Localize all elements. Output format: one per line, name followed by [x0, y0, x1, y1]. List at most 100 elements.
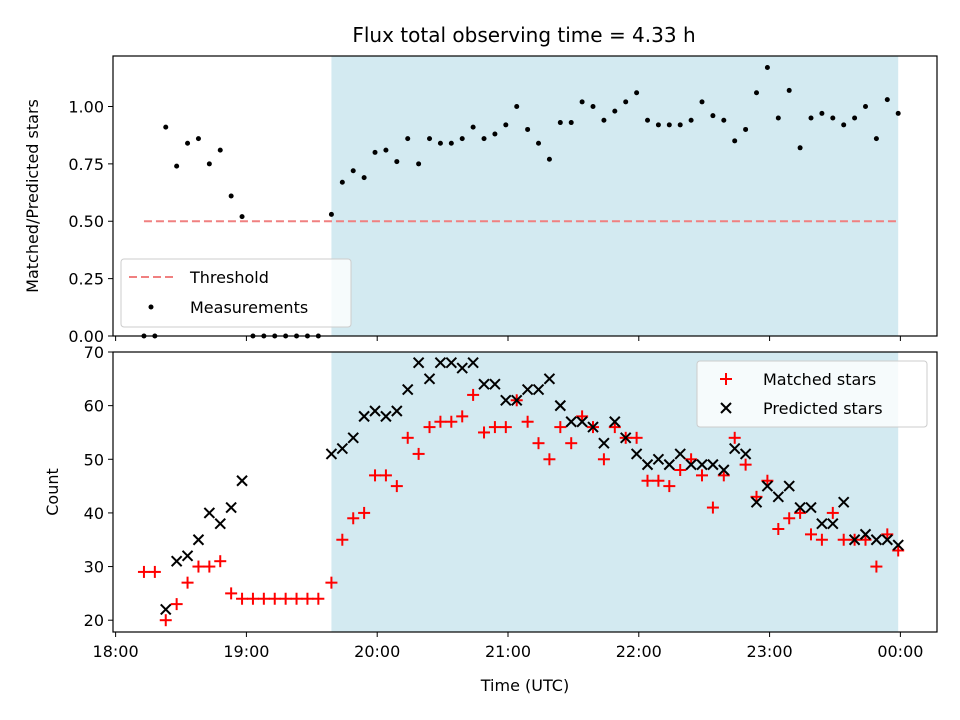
- measurement-point: [503, 122, 509, 128]
- measurement-point: [557, 120, 563, 126]
- predicted-star-point: [761, 480, 774, 492]
- predicted-star-point: [467, 357, 479, 369]
- matched-star-point: [499, 421, 512, 434]
- matched-star-point: [412, 447, 425, 460]
- y-tick-label: 0.00: [68, 327, 104, 346]
- predicted-star-point: [236, 475, 248, 487]
- measurement-point: [710, 113, 716, 119]
- predicted-star-point: [837, 496, 850, 508]
- predicted-star-point: [192, 534, 205, 546]
- x-tick-label: 20:00: [354, 642, 400, 661]
- measurement-point: [405, 136, 411, 142]
- matched-star-point: [279, 592, 292, 605]
- matched-star-point: [597, 453, 610, 466]
- predicted-star-point: [358, 410, 370, 423]
- x-axis-label: Time (UTC): [480, 676, 569, 695]
- matched-star-point: [358, 506, 371, 519]
- predicted-stars-points: [160, 357, 904, 616]
- measurement-point: [699, 99, 705, 105]
- x-tick-label: 23:00: [747, 642, 793, 661]
- legend-threshold-label: Threshold: [189, 268, 269, 287]
- y-tick-label: 0.75: [68, 155, 104, 174]
- predicted-star-point: [521, 383, 534, 396]
- x-tick-label: 18:00: [93, 642, 139, 661]
- matched-star-point: [225, 587, 238, 600]
- measurement-point: [612, 108, 618, 114]
- matched-star-point: [203, 560, 216, 573]
- bottom-y-axis-label: Count: [43, 468, 62, 516]
- measurement-point: [721, 117, 727, 123]
- matched-star-point: [696, 469, 709, 482]
- matched-star-point: [663, 480, 676, 493]
- predicted-star-point: [827, 517, 839, 530]
- predicted-star-point: [456, 362, 468, 374]
- predicted-star-point: [848, 534, 861, 546]
- matched-star-point: [652, 474, 665, 487]
- predicted-star-point: [423, 373, 436, 385]
- legend-predicted-swatch: [720, 402, 732, 414]
- predicted-star-point: [620, 432, 632, 444]
- predicted-star-point: [641, 458, 654, 471]
- bottom-panel: 20 30 40 50 60 70 18:00 19:00 20:00 21:00 22:00 23…: [43, 343, 938, 695]
- measurement-point: [383, 147, 389, 153]
- measurement-point: [470, 124, 476, 130]
- matched-star-point: [301, 592, 314, 605]
- measurement-point: [786, 87, 792, 93]
- predicted-star-point: [587, 421, 599, 433]
- y-tick-label: 0.25: [68, 270, 104, 289]
- measurement-point: [372, 149, 378, 155]
- predicted-star-point: [685, 458, 697, 471]
- predicted-star-point: [805, 501, 817, 514]
- matched-star-point: [379, 469, 392, 482]
- matched-star-point: [532, 437, 545, 450]
- matched-star-point: [445, 415, 458, 428]
- predicted-star-point: [402, 383, 414, 396]
- measurement-point: [174, 163, 180, 169]
- top-x-axis: [115, 336, 901, 341]
- bottom-legend: Matched stars Predicted stars: [696, 360, 928, 428]
- top-legend: Threshold Measurements: [120, 258, 352, 328]
- bottom-y-axis: 20 30 40 50 60 70: [84, 343, 113, 630]
- predicted-star-point: [391, 405, 403, 417]
- matched-star-point: [870, 560, 883, 573]
- predicted-star-point: [707, 458, 719, 471]
- matched-star-point: [783, 512, 796, 525]
- predicted-star-point: [816, 517, 828, 530]
- y-tick-label: 40: [84, 504, 104, 523]
- matched-star-point: [246, 592, 259, 605]
- matched-star-point: [488, 421, 501, 434]
- matched-star-point: [268, 592, 281, 605]
- top-y-axis-label: Matched/Predicted stars: [23, 99, 42, 293]
- predicted-star-point: [663, 458, 676, 471]
- matched-star-point: [347, 512, 360, 525]
- chart-title: Flux total observing time = 4.33 h: [352, 23, 695, 47]
- legend-measurements-label: Measurements: [190, 298, 308, 317]
- matched-star-point: [159, 614, 172, 627]
- predicted-star-point: [728, 442, 741, 455]
- predicted-star-point: [543, 373, 556, 385]
- predicted-star-point: [214, 517, 226, 530]
- predicted-star-point: [445, 357, 458, 369]
- matched-star-point: [390, 480, 403, 493]
- y-tick-label: 20: [84, 611, 104, 630]
- matched-star-point: [401, 431, 414, 444]
- matched-star-point: [148, 565, 161, 578]
- measurement-point: [623, 99, 629, 105]
- predicted-star-point: [181, 550, 194, 562]
- matched-star-point: [312, 592, 325, 605]
- x-tick-label: 21:00: [485, 642, 531, 661]
- predicted-star-point: [598, 437, 610, 449]
- measurement-point: [195, 136, 201, 142]
- measurement-point: [852, 115, 858, 121]
- predicted-star-point: [478, 378, 490, 390]
- measurement-point: [239, 214, 245, 220]
- predicted-star-point: [434, 357, 447, 369]
- predicted-star-point: [225, 501, 237, 514]
- legend-predicted-label: Predicted stars: [763, 399, 883, 418]
- predicted-star-point: [160, 603, 172, 616]
- matched-star-point: [826, 506, 839, 519]
- matched-star-point: [257, 592, 270, 605]
- measurement-point: [895, 110, 901, 116]
- measurement-point: [884, 97, 890, 103]
- matched-star-point: [290, 592, 303, 605]
